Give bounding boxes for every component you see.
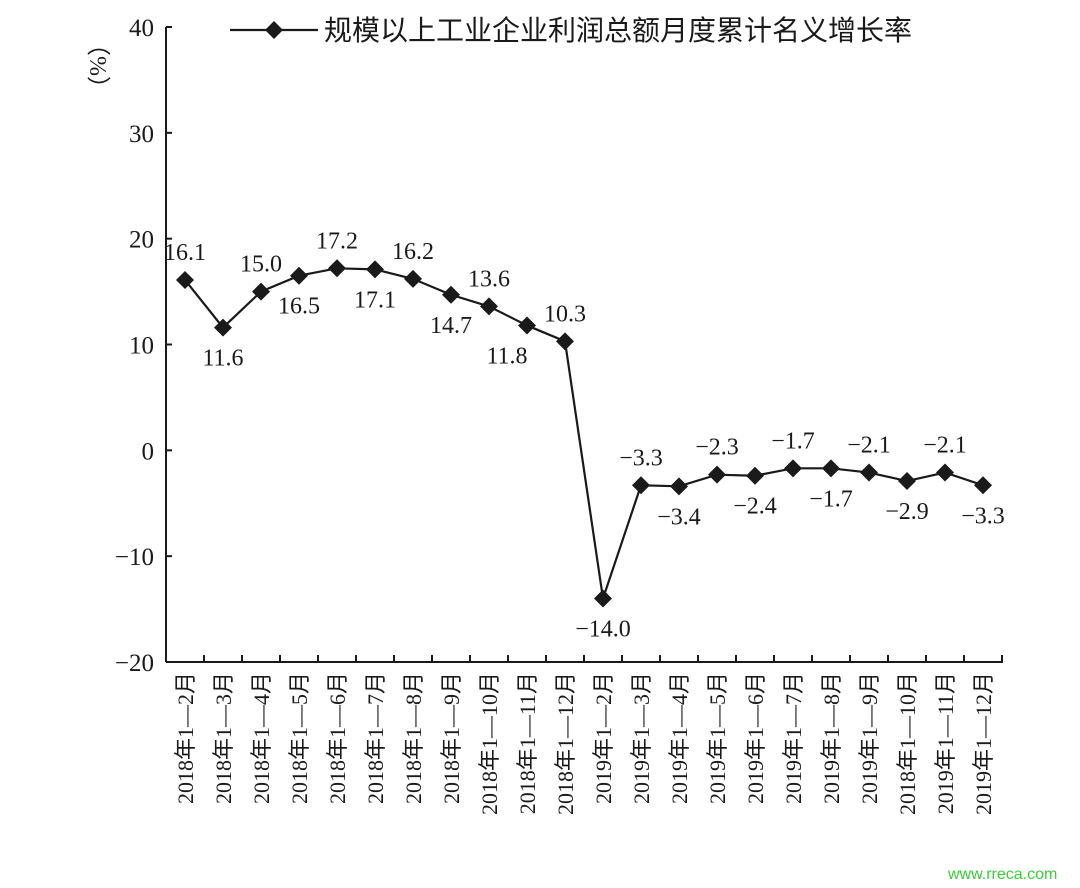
data-label: −2.4 (733, 494, 777, 520)
x-tick-label: 2019年1—4月 (667, 672, 692, 804)
data-label: −3.3 (961, 503, 1005, 529)
x-tick-label: 2018年1—7月 (363, 672, 388, 804)
x-tick-label: 2018年1—2月 (173, 672, 198, 804)
data-label: −2.9 (885, 499, 929, 525)
data-point (822, 459, 840, 478)
data-point (252, 282, 270, 301)
data-label: 16.1 (164, 240, 206, 266)
x-tick-label: 2018年1—10月 (477, 672, 502, 815)
data-point (860, 463, 878, 482)
data-point (366, 260, 384, 279)
x-tick-label: 2019年1—11月 (933, 672, 958, 814)
data-point (404, 269, 422, 288)
data-point (898, 472, 916, 491)
data-label: 15.0 (240, 252, 282, 278)
data-point (328, 259, 346, 278)
data-label: 17.2 (316, 228, 358, 254)
x-tick-label: 2019年1—7月 (781, 672, 806, 804)
x-tick-label: 2018年1—3月 (211, 672, 236, 804)
y-tick-label: 10 (129, 333, 154, 360)
y-axis-label: （%） (84, 32, 110, 100)
data-label: 16.2 (392, 239, 434, 265)
data-point (632, 476, 650, 495)
data-point (556, 332, 574, 351)
data-label: 17.1 (354, 287, 396, 313)
x-tick-label: 2018年1—8月 (401, 672, 426, 804)
x-tick-label: 2019年1—12月 (971, 672, 996, 815)
data-point (746, 466, 764, 485)
data-point (784, 459, 802, 478)
legend-marker (265, 21, 283, 39)
x-tick-label: 2019年1—5月 (705, 672, 730, 804)
data-point (594, 589, 612, 608)
x-tick-label: 2018年1—11月 (515, 672, 540, 814)
data-label: 11.8 (486, 343, 527, 369)
data-point (708, 465, 726, 484)
data-point (480, 297, 498, 316)
data-label: 13.6 (468, 266, 510, 292)
data-point (974, 476, 992, 495)
x-tick-label: 2019年1—2月 (591, 672, 616, 804)
data-label: 11.6 (202, 346, 243, 372)
y-tick-label: 0 (142, 438, 155, 465)
data-label: 10.3 (544, 301, 586, 327)
data-label: 16.5 (278, 294, 320, 320)
data-point (214, 318, 232, 337)
x-tick-label: 2018年1—6月 (325, 672, 350, 804)
data-label: −14.0 (575, 617, 631, 643)
x-tick-label: 2018年1—10月 (895, 672, 920, 815)
data-point (936, 463, 954, 482)
y-tick-label: −20 (115, 650, 154, 677)
watermark: www.rreca.com (948, 866, 1058, 883)
data-label: −2.1 (847, 433, 891, 459)
x-tick-label: 2019年1—3月 (629, 672, 654, 804)
data-label: 14.7 (430, 313, 472, 339)
y-tick-label: 40 (129, 15, 154, 42)
x-tick-label: 2019年1—6月 (743, 672, 768, 804)
data-point (442, 285, 460, 304)
x-tick-label: 2019年1—9月 (857, 672, 882, 804)
data-label: −2.1 (923, 433, 967, 459)
legend-label: 规模以上工业企业利润总额月度累计名义增长率 (324, 15, 912, 47)
data-point (176, 270, 194, 289)
x-tick-label: 2018年1—5月 (287, 672, 312, 804)
data-label: −3.4 (657, 504, 701, 530)
y-tick-label: 30 (129, 121, 154, 148)
series-line (184, 267, 984, 599)
data-point (518, 316, 536, 335)
x-tick-label: 2018年1—9月 (439, 672, 464, 804)
data-label: −2.3 (695, 435, 739, 461)
data-label: −1.7 (809, 486, 853, 512)
data-label: −1.7 (771, 428, 815, 454)
data-point (670, 477, 688, 496)
y-tick-label: −10 (115, 544, 154, 571)
x-tick-label: 2018年1—12月 (553, 672, 578, 815)
y-tick-label: 20 (129, 227, 154, 254)
data-point (290, 266, 308, 285)
x-tick-label: 2019年1—8月 (819, 672, 844, 804)
data-label: −3.3 (619, 445, 663, 471)
x-tick-label: 2018年1—4月 (249, 672, 274, 804)
